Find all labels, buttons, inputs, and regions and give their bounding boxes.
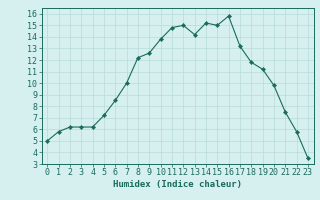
X-axis label: Humidex (Indice chaleur): Humidex (Indice chaleur) (113, 180, 242, 189)
